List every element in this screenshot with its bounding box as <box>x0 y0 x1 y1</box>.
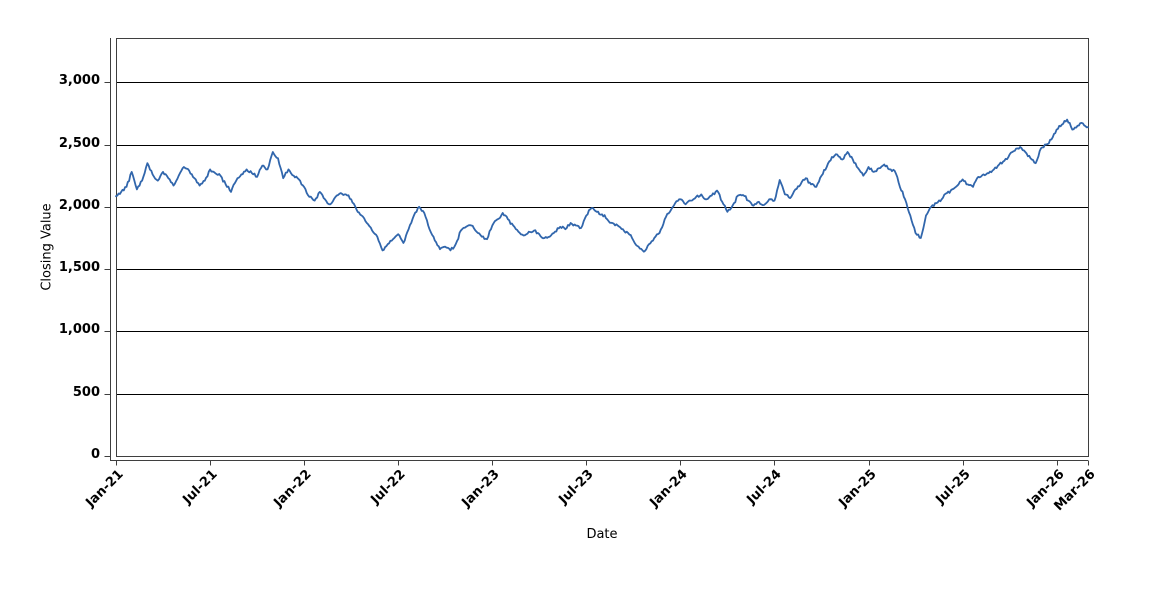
series-line <box>115 118 1089 253</box>
y-tick-label: 1,500 <box>58 260 100 276</box>
plot-border <box>116 38 1089 457</box>
y-tick-label: 1,000 <box>58 322 100 338</box>
y-tick-label: 3,000 <box>58 73 100 89</box>
y-tick-label: 2,500 <box>58 135 100 151</box>
x-axis-title: Date <box>586 527 618 542</box>
y-axis-title: Closing Value <box>39 203 55 291</box>
y-tick-label: 0 <box>90 447 100 462</box>
y-tick-label: 500 <box>72 384 100 400</box>
y-tick-label: 2,000 <box>58 197 100 213</box>
